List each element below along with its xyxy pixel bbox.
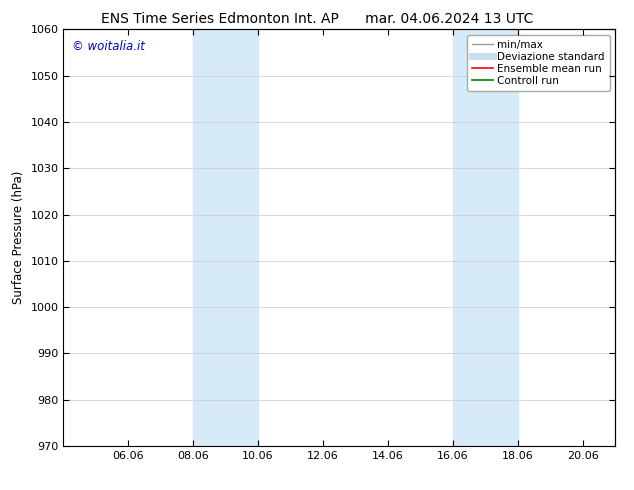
Bar bbox=[453, 29, 517, 446]
Y-axis label: Surface Pressure (hPa): Surface Pressure (hPa) bbox=[12, 171, 25, 304]
Text: © woitalia.it: © woitalia.it bbox=[72, 40, 145, 53]
Legend: min/max, Deviazione standard, Ensemble mean run, Controll run: min/max, Deviazione standard, Ensemble m… bbox=[467, 35, 610, 91]
Text: ENS Time Series Edmonton Int. AP      mar. 04.06.2024 13 UTC: ENS Time Series Edmonton Int. AP mar. 04… bbox=[101, 12, 533, 26]
Bar bbox=[193, 29, 258, 446]
